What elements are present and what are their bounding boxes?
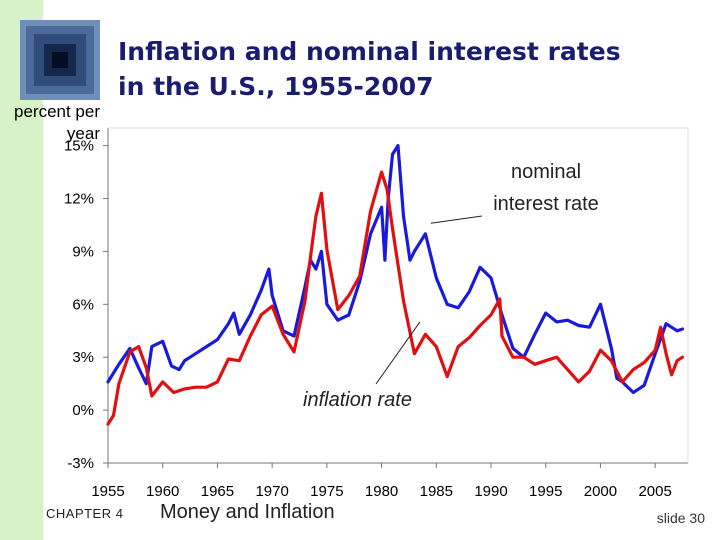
y-axis-label: percent per year xyxy=(14,102,100,143)
y-tick-label: 9% xyxy=(72,243,94,260)
annotation-inflation-rate-pointer xyxy=(375,321,421,385)
title-line-2: in the U.S., 1955-2007 xyxy=(118,72,434,101)
chapter-label: CHAPTER 4 xyxy=(46,506,124,521)
y-tick-label: 6% xyxy=(72,296,94,313)
title-line-1: Inflation and nominal interest rates xyxy=(118,37,621,66)
y-tick-label: 3% xyxy=(72,349,94,366)
x-tick-label: 1965 xyxy=(201,483,234,500)
y-tick-label: 15% xyxy=(64,138,94,155)
y-tick-label: 0% xyxy=(72,402,94,419)
inflation-rate-line xyxy=(106,170,685,426)
x-tick-label: 2000 xyxy=(584,483,617,500)
x-tick-label: 1975 xyxy=(310,483,343,500)
x-tick-label: 2005 xyxy=(638,483,671,500)
x-tick-label: 1980 xyxy=(365,483,398,500)
nominal-interest-rate-line xyxy=(106,144,685,395)
y-tick-label: 12% xyxy=(64,191,94,208)
slide-title: Inflation and nominal interest rates in … xyxy=(118,34,678,104)
x-tick-label: 1955 xyxy=(91,483,124,500)
slide-number: slide 30 xyxy=(656,510,705,526)
x-tick-label: 1960 xyxy=(146,483,179,500)
annotation-nominal-rate-line1: nominal xyxy=(511,161,581,183)
annotation-nominal-rate-pointer xyxy=(430,215,483,224)
chapter-topic: Money and Inflation xyxy=(160,501,335,523)
annotation-inflation-rate: inflation rate xyxy=(303,389,412,411)
y-tick-label: -3% xyxy=(67,455,94,472)
annotation-nominal-rate-line2: interest rate xyxy=(493,193,599,215)
x-tick-label: 1970 xyxy=(255,483,288,500)
book-cover-icon xyxy=(20,20,100,100)
x-tick-label: 1995 xyxy=(529,483,562,500)
x-tick-label: 1990 xyxy=(474,483,507,500)
x-tick-label: 1985 xyxy=(420,483,453,500)
